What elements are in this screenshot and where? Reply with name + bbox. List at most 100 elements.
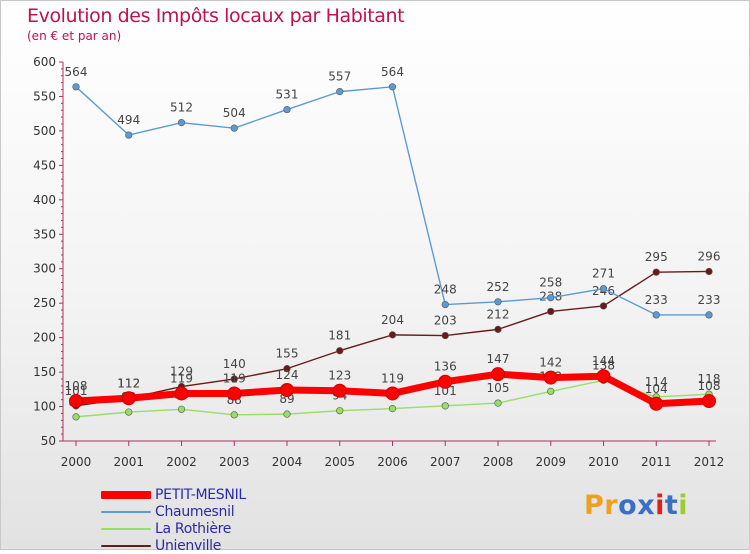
data-point-la-rothi-re [72, 413, 80, 421]
data-point-petit-mesnil [121, 391, 136, 406]
data-point-chaumesnil [441, 300, 449, 309]
logo-letter: r [604, 490, 619, 521]
data-point-petit-mesnil [543, 370, 558, 385]
data-point-petit-mesnil [280, 383, 294, 398]
data-point-petit-mesnil [227, 386, 242, 401]
data-point-la-rothi-re [388, 405, 397, 413]
data-label-chaumesnil: 233 [645, 293, 668, 307]
y-tick-label: 300 [33, 262, 56, 276]
data-label-chaumesnil: 512 [170, 101, 193, 115]
data-label-la-rothi-re: 114 [645, 375, 668, 389]
data-label-unienville: 101 [65, 384, 88, 398]
data-label-chaumesnil: 494 [117, 113, 140, 127]
data-point-petit-mesnil [69, 394, 83, 409]
data-point-chaumesnil [336, 88, 344, 96]
data-label-chaumesnil: 531 [276, 88, 299, 102]
y-tick-label: 500 [33, 124, 56, 138]
data-label-petit-mesnil: 144 [592, 354, 615, 368]
y-tick-label: 550 [33, 89, 56, 103]
chart-title: Evolution des Impôts locaux par Habitant [27, 5, 405, 27]
logo-letter: i [678, 490, 689, 521]
data-point-chaumesnil [177, 119, 186, 127]
data-label-unienville: 295 [645, 250, 668, 264]
data-point-unienville [547, 307, 555, 316]
data-point-chaumesnil [230, 124, 238, 132]
legend-item: Unienville [101, 537, 246, 554]
data-label-chaumesnil: 557 [328, 70, 351, 84]
data-point-chaumesnil [652, 311, 660, 319]
data-point-la-rothi-re [177, 405, 186, 413]
data-point-chaumesnil [547, 294, 555, 302]
data-label-unienville: 296 [698, 249, 721, 263]
x-tick-label: 2002 [166, 455, 197, 469]
data-point-chaumesnil [599, 285, 608, 293]
data-point-petit-mesnil [385, 386, 400, 401]
legend-item: Chaumesnil [101, 503, 246, 520]
data-point-la-rothi-re [283, 410, 291, 418]
x-tick-label: 2000 [61, 455, 92, 469]
data-label-petit-mesnil: 136 [434, 360, 457, 374]
data-label-petit-mesnil: 124 [276, 368, 299, 382]
data-point-petit-mesnil [596, 369, 611, 384]
x-tick-label: 2005 [324, 455, 355, 469]
data-point-unienville [705, 267, 713, 276]
y-tick-label: 400 [33, 193, 56, 207]
data-label-unienville: 112 [117, 376, 140, 390]
logo-letter: t [664, 490, 679, 521]
data-label-unienville: 204 [381, 313, 404, 327]
data-label-la-rothi-re: 138 [592, 358, 615, 372]
logo-letter: i [655, 490, 665, 521]
y-tick-label: 150 [33, 365, 56, 379]
legend-swatch [101, 510, 151, 513]
legend-item: La Rothière [101, 520, 246, 537]
data-label-petit-mesnil: 108 [698, 379, 721, 393]
series-chaumesnil: 564 494 512 504 531 557 564 248 252 258 271 233 233 [65, 65, 720, 319]
data-label-unienville: 129 [170, 365, 193, 379]
data-label-la-rothi-re: 101 [434, 384, 457, 398]
data-point-la-rothi-re [230, 411, 238, 419]
data-point-unienville [230, 375, 238, 383]
legend-label: Unienville [155, 537, 222, 554]
data-point-chaumesnil [125, 131, 133, 139]
legend-label: La Rothière [155, 520, 232, 537]
data-point-unienville [599, 302, 608, 310]
x-tick-label: 2008 [483, 455, 514, 469]
data-label-petit-mesnil: 119 [170, 371, 193, 385]
x-tick-label: 2007 [430, 455, 461, 469]
data-label-unienville: 181 [328, 329, 351, 343]
x-tick-label: 2012 [694, 455, 725, 469]
data-label-la-rothi-re: 105 [487, 381, 510, 395]
data-label-petit-mesnil: 147 [487, 352, 510, 366]
data-point-unienville [388, 331, 397, 339]
data-label-unienville: 203 [434, 314, 457, 328]
data-point-unienville [283, 365, 291, 373]
data-label-unienville: 155 [276, 347, 299, 361]
logo-letter: P [584, 490, 605, 521]
data-point-unienville [652, 268, 660, 276]
data-label-petit-mesnil: 119 [223, 371, 246, 385]
x-tick-label: 2009 [535, 455, 566, 469]
data-label-chaumesnil: 564 [65, 65, 88, 79]
data-point-petit-mesnil [649, 396, 664, 411]
legend: PETIT-MESNIL Chaumesnil La Rothière Unienvi… [101, 486, 246, 554]
data-label-petit-mesnil: 123 [328, 369, 351, 383]
data-label-unienville: 212 [487, 307, 510, 321]
legend-swatch [101, 544, 151, 547]
x-tick-label: 2004 [272, 455, 303, 469]
data-point-la-rothi-re [336, 407, 344, 415]
x-tick-label: 2001 [113, 455, 144, 469]
data-point-petit-mesnil [702, 394, 716, 409]
legend-swatch [101, 490, 151, 499]
data-label-petit-mesnil: 112 [117, 376, 140, 390]
y-tick-label: 200 [33, 331, 56, 345]
data-point-chaumesnil [494, 298, 502, 306]
data-point-unienville [336, 347, 344, 355]
data-label-petit-mesnil: 142 [539, 356, 562, 370]
x-tick-label: 2010 [588, 455, 619, 469]
y-tick-label: 50 [41, 434, 56, 448]
y-tick-label: 250 [33, 296, 56, 310]
data-point-petit-mesnil [491, 367, 505, 382]
data-label-petit-mesnil: 108 [65, 379, 88, 393]
legend-label: Chaumesnil [155, 503, 235, 520]
